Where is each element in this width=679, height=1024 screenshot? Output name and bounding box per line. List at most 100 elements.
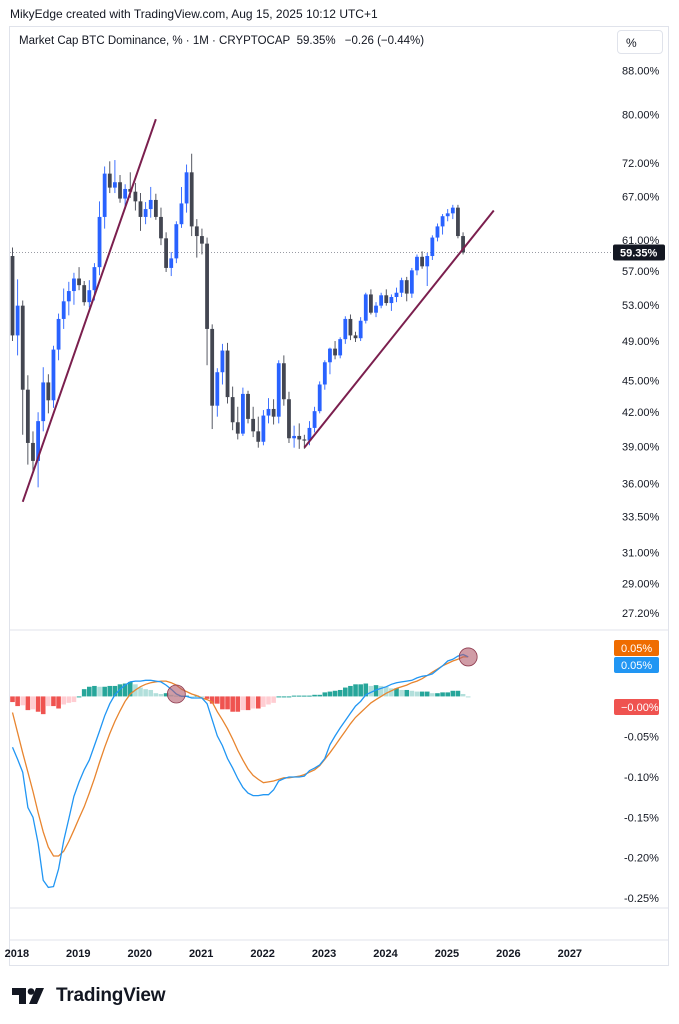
histogram-bar xyxy=(87,686,92,697)
price-axis-tick: 49.00% xyxy=(622,336,660,348)
histogram-bar xyxy=(430,693,435,697)
histogram-bar xyxy=(435,693,440,697)
symbol-legend: Market Cap BTC Dominance, % · 1M · CRYPT… xyxy=(19,35,424,47)
price-axis-tick: 29.00% xyxy=(622,578,660,590)
histogram-bar xyxy=(117,684,123,697)
last-price-badge xyxy=(613,244,665,261)
histogram-bar xyxy=(240,696,246,711)
histogram-bar xyxy=(255,696,261,709)
time-axis-tick: 2020 xyxy=(128,948,152,960)
indicator-value-badge xyxy=(614,657,659,673)
candle xyxy=(420,256,424,267)
candle xyxy=(353,335,358,339)
histogram-bar xyxy=(291,695,297,697)
indicator-axis-tick: -0.25% xyxy=(624,893,659,905)
candle xyxy=(266,408,271,416)
histogram-bar xyxy=(189,696,194,698)
histogram-bar xyxy=(107,685,113,697)
candle xyxy=(333,348,337,356)
histogram-bar xyxy=(10,696,15,703)
candle xyxy=(276,363,281,417)
candle xyxy=(374,305,378,313)
histogram-bar xyxy=(307,695,312,697)
price-axis-tick: 88.00% xyxy=(622,66,660,78)
candle xyxy=(72,278,76,292)
indicator-value-badge xyxy=(614,699,659,715)
candle xyxy=(205,243,209,329)
histogram-bar xyxy=(148,689,154,697)
candle xyxy=(292,435,296,439)
histogram-bar xyxy=(271,696,276,703)
histogram-bar xyxy=(378,685,384,697)
tradingview-logo[interactable]: TradingView xyxy=(12,984,166,1008)
last-price-label: 59.35% xyxy=(620,248,658,260)
candle xyxy=(450,207,455,214)
candle xyxy=(138,201,143,217)
candle xyxy=(246,393,250,419)
price-axis-tick: 39.00% xyxy=(622,441,660,453)
price-axis-tick: 57.00% xyxy=(622,266,660,278)
histogram-bar xyxy=(286,696,292,698)
time-axis-tick: 2023 xyxy=(312,948,336,960)
histogram-bar xyxy=(127,681,133,697)
histogram-bar xyxy=(460,694,466,697)
histogram-bar xyxy=(215,696,220,704)
indicator-axis-tick: -0.15% xyxy=(624,812,659,824)
signal-line xyxy=(11,656,469,857)
price-axis-tick: 67.00% xyxy=(622,191,660,203)
price-axis-tick: 72.00% xyxy=(622,158,660,170)
candle xyxy=(153,199,158,217)
candle xyxy=(281,363,286,400)
candle xyxy=(348,318,353,336)
histogram-bar xyxy=(35,696,41,712)
histogram-bar xyxy=(399,689,404,697)
price-axis-tick: 53.00% xyxy=(622,300,660,312)
histogram-bar xyxy=(394,688,399,697)
candle xyxy=(41,382,46,422)
candle xyxy=(235,422,240,434)
candle xyxy=(25,389,30,443)
candle xyxy=(31,442,35,461)
candle xyxy=(107,173,112,188)
histogram-bar xyxy=(51,696,56,707)
histogram-bar xyxy=(20,696,26,706)
histogram-bar xyxy=(199,696,205,698)
tradingview-logo-icon xyxy=(12,988,44,1004)
indicator-value-label: −0.00% xyxy=(621,702,659,714)
histogram-bar xyxy=(102,686,107,697)
price-axis-tick: 27.20% xyxy=(622,608,660,620)
candle xyxy=(77,278,81,286)
histogram-bar xyxy=(296,695,302,697)
percent-scale-button[interactable]: % xyxy=(617,30,663,54)
candle xyxy=(389,297,394,304)
candle xyxy=(363,294,368,321)
histogram-bar xyxy=(122,683,128,697)
candle xyxy=(251,418,256,432)
candle xyxy=(46,382,51,401)
candle xyxy=(404,280,409,294)
candle xyxy=(271,408,276,417)
candle xyxy=(230,397,235,423)
histogram-bar xyxy=(445,692,450,697)
candle xyxy=(307,427,312,441)
candle xyxy=(440,216,445,227)
chart-credit: MikyEdge created with TradingView.com, A… xyxy=(10,7,378,21)
candle xyxy=(338,339,343,356)
time-axis-tick: 2022 xyxy=(250,948,274,960)
histogram-bar xyxy=(245,696,251,711)
histogram-bar xyxy=(424,691,430,697)
histogram-bar xyxy=(353,684,358,697)
time-axis-tick: 2027 xyxy=(558,948,582,960)
histogram-bar xyxy=(373,685,379,697)
symbol-title: Market Cap BTC Dominance, % · 1M · CRYPT… xyxy=(19,35,291,47)
price-axis-tick: 45.00% xyxy=(622,375,660,387)
histogram-bar xyxy=(337,689,343,697)
candle xyxy=(425,256,430,267)
histogram-bar xyxy=(15,696,20,707)
candle xyxy=(415,256,419,271)
candle xyxy=(430,237,435,257)
trendline xyxy=(303,209,495,449)
candle xyxy=(312,411,317,428)
candle xyxy=(220,350,225,373)
